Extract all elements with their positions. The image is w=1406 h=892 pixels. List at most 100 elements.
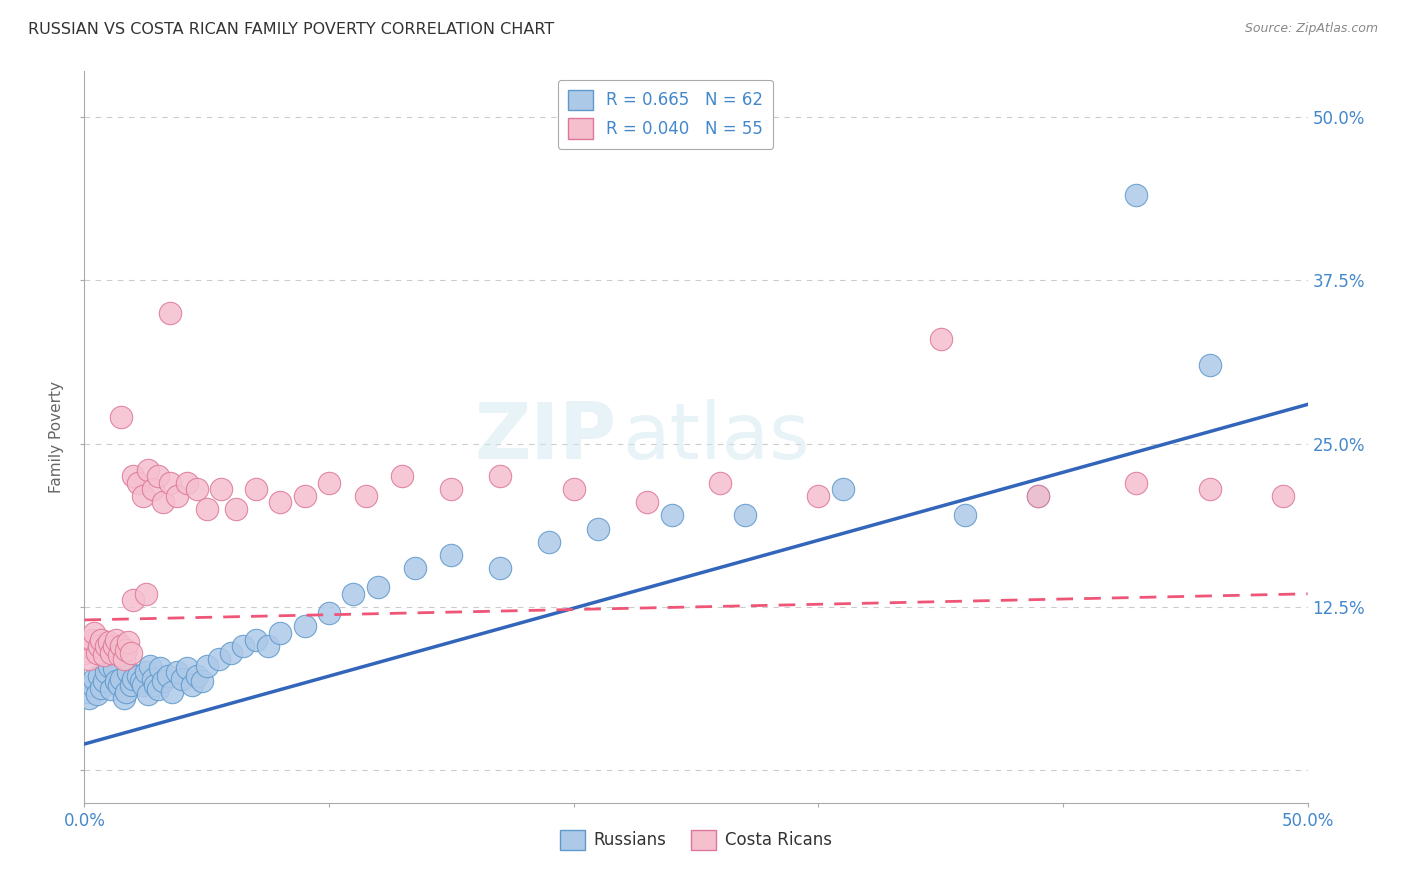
Point	[489, 469, 512, 483]
Point	[122, 469, 145, 483]
Point	[149, 661, 172, 675]
Point	[115, 685, 138, 699]
Point	[191, 674, 214, 689]
Point	[93, 674, 115, 689]
Point	[404, 560, 426, 574]
Point	[152, 495, 174, 509]
Point	[93, 648, 115, 663]
Point	[166, 489, 188, 503]
Point	[342, 587, 364, 601]
Point	[489, 560, 512, 574]
Point	[142, 483, 165, 497]
Point	[107, 678, 129, 692]
Point	[127, 669, 149, 683]
Point	[110, 672, 132, 686]
Point	[831, 483, 853, 497]
Point	[146, 682, 169, 697]
Point	[176, 661, 198, 675]
Point	[112, 691, 135, 706]
Point	[83, 626, 105, 640]
Point	[76, 639, 98, 653]
Point	[1028, 489, 1050, 503]
Point	[294, 489, 316, 503]
Point	[136, 687, 159, 701]
Point	[186, 669, 208, 683]
Text: atlas: atlas	[623, 399, 810, 475]
Point	[139, 658, 162, 673]
Point	[586, 521, 609, 535]
Point	[195, 658, 218, 673]
Point	[1272, 489, 1295, 503]
Point	[117, 665, 139, 680]
Point	[257, 639, 280, 653]
Point	[219, 646, 242, 660]
Point	[87, 639, 110, 653]
Point	[90, 681, 112, 695]
Point	[112, 652, 135, 666]
Point	[142, 672, 165, 686]
Point	[245, 483, 267, 497]
Point	[97, 635, 120, 649]
Point	[105, 674, 128, 689]
Point	[1125, 188, 1147, 202]
Point	[162, 685, 184, 699]
Point	[440, 548, 463, 562]
Point	[367, 580, 389, 594]
Point	[208, 652, 231, 666]
Point	[538, 534, 561, 549]
Point	[172, 672, 194, 686]
Text: Source: ZipAtlas.com: Source: ZipAtlas.com	[1244, 22, 1378, 36]
Point	[176, 475, 198, 490]
Point	[122, 672, 145, 686]
Point	[440, 483, 463, 497]
Point	[209, 483, 232, 497]
Point	[807, 489, 830, 503]
Point	[245, 632, 267, 647]
Point	[129, 674, 152, 689]
Text: ZIP: ZIP	[474, 399, 616, 475]
Point	[100, 682, 122, 697]
Point	[159, 475, 181, 490]
Point	[115, 643, 138, 657]
Point	[103, 661, 125, 675]
Point	[97, 658, 120, 673]
Point	[90, 632, 112, 647]
Point	[661, 508, 683, 523]
Point	[354, 489, 377, 503]
Point	[77, 691, 100, 706]
Point	[166, 665, 188, 680]
Point	[87, 669, 110, 683]
Point	[86, 646, 108, 660]
Point	[122, 593, 145, 607]
Y-axis label: Family Poverty: Family Poverty	[49, 381, 65, 493]
Point	[80, 632, 103, 647]
Point	[132, 489, 155, 503]
Point	[105, 632, 128, 647]
Point	[110, 410, 132, 425]
Point	[80, 678, 103, 692]
Point	[152, 674, 174, 689]
Point	[1198, 358, 1220, 372]
Point	[294, 619, 316, 633]
Point	[159, 306, 181, 320]
Point	[1125, 475, 1147, 490]
Point	[96, 665, 118, 680]
Text: RUSSIAN VS COSTA RICAN FAMILY POVERTY CORRELATION CHART: RUSSIAN VS COSTA RICAN FAMILY POVERTY CO…	[28, 22, 554, 37]
Point	[136, 463, 159, 477]
Point	[73, 646, 96, 660]
Point	[318, 607, 340, 621]
Point	[135, 587, 157, 601]
Point	[232, 639, 254, 653]
Point	[186, 483, 208, 497]
Point	[195, 502, 218, 516]
Point	[709, 475, 731, 490]
Point	[318, 475, 340, 490]
Point	[1028, 489, 1050, 503]
Point	[103, 639, 125, 653]
Point	[953, 508, 976, 523]
Point	[181, 678, 204, 692]
Legend: Russians, Costa Ricans: Russians, Costa Ricans	[554, 823, 838, 856]
Point	[929, 332, 952, 346]
Point	[562, 483, 585, 497]
Point	[96, 639, 118, 653]
